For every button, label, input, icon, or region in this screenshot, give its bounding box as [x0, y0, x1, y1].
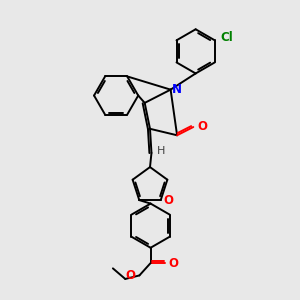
Text: O: O	[197, 120, 207, 133]
Text: O: O	[126, 269, 136, 282]
Text: Cl: Cl	[220, 32, 233, 44]
Text: O: O	[169, 256, 178, 270]
Text: N: N	[172, 83, 182, 96]
Text: H: H	[157, 146, 165, 156]
Text: O: O	[163, 194, 173, 207]
